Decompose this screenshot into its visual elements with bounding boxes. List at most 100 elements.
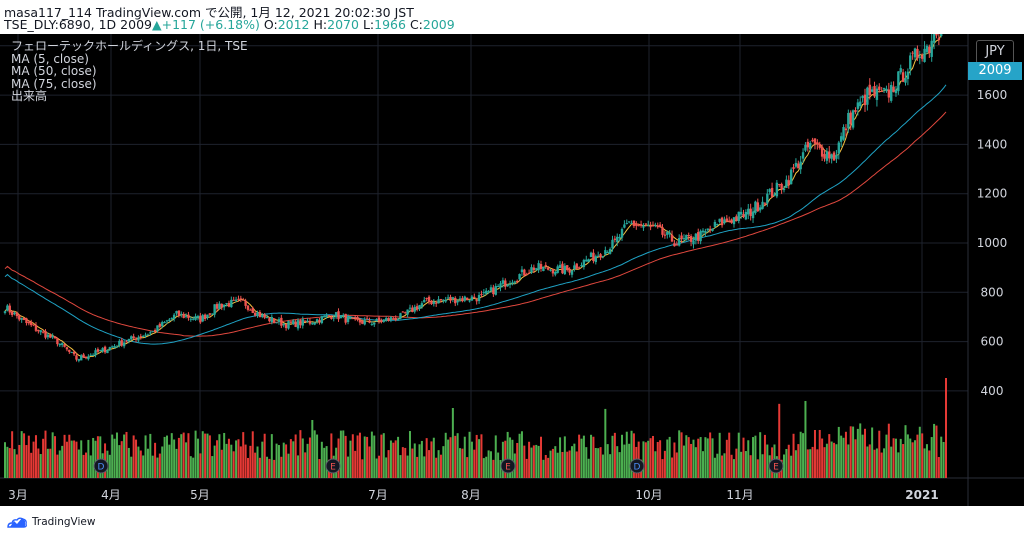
candle-body	[616, 236, 619, 242]
event-marker-dividend[interactable]	[93, 458, 109, 474]
candle-body	[761, 201, 764, 209]
candle-body	[134, 338, 138, 340]
candle-body	[91, 354, 95, 356]
volume-bar	[916, 434, 919, 478]
candle-body	[182, 313, 185, 318]
candle-body	[251, 308, 254, 313]
volume-bar	[208, 435, 211, 478]
time-tick-label: 2021	[905, 488, 938, 502]
ma50-line	[4, 84, 947, 345]
volume-bar	[294, 434, 297, 478]
event-marker-earnings[interactable]	[500, 458, 516, 474]
volume-bar	[756, 459, 759, 478]
volume-bar	[883, 448, 886, 478]
candle-body	[75, 355, 78, 360]
candle-body	[787, 180, 790, 185]
volume-bar	[480, 434, 483, 478]
candle-body	[677, 238, 681, 246]
volume-bar	[699, 437, 702, 478]
volume-bar	[821, 438, 824, 478]
candle-body	[835, 154, 838, 159]
tradingview-logo[interactable]: TradingView	[6, 515, 95, 529]
candle-body	[749, 208, 752, 217]
candle-body	[492, 287, 495, 295]
candle-body	[625, 223, 628, 225]
candle-body	[701, 230, 705, 233]
event-marker-earnings[interactable]	[768, 458, 784, 474]
volume-bar	[285, 444, 288, 478]
legend-ma5: MA (5, close)	[11, 51, 89, 66]
candle-body	[704, 230, 707, 233]
candle-body	[41, 331, 45, 333]
candle-body	[499, 283, 502, 288]
volume-bar	[835, 444, 838, 478]
candle-body	[885, 88, 888, 92]
volume-bar	[411, 448, 414, 478]
volume-bar	[651, 435, 654, 478]
candle-body	[463, 296, 466, 301]
volume-bar	[42, 438, 45, 478]
candle-body	[37, 329, 40, 332]
candle-body	[685, 234, 688, 240]
candle-body	[332, 317, 335, 319]
candle-body	[458, 298, 462, 300]
volume-bar	[161, 446, 164, 478]
candle-body	[937, 38, 941, 41]
candle-body	[692, 240, 695, 245]
candle-body	[39, 330, 42, 333]
candle-body	[706, 228, 709, 231]
candle-body	[220, 303, 223, 308]
volume-bar	[749, 455, 752, 478]
candle-body	[99, 350, 102, 352]
candle-body	[363, 320, 366, 325]
volume-bar	[263, 433, 266, 478]
candle-body	[411, 307, 414, 312]
candle-body	[108, 347, 112, 350]
candle-body	[668, 233, 671, 235]
volume-bar	[711, 438, 714, 478]
candle-body	[318, 319, 321, 323]
candle-body	[549, 269, 552, 271]
volume-bar	[230, 444, 233, 478]
event-marker-dividend[interactable]	[629, 458, 645, 474]
price-chart[interactable]: DEEDE180016001400120010008006004003月4月5月…	[0, 34, 1024, 506]
currency-button[interactable]: JPY	[976, 40, 1014, 64]
candle-body	[446, 297, 450, 299]
volume-bar	[432, 437, 435, 478]
volume-bar	[933, 423, 936, 478]
volume-bar	[132, 435, 135, 478]
candle-body	[656, 225, 659, 228]
volume-bar	[342, 430, 345, 478]
volume-bar	[713, 457, 716, 478]
volume-bar	[306, 443, 309, 478]
candle-body	[227, 303, 231, 307]
candle-body	[670, 234, 674, 242]
candle-body	[313, 322, 316, 325]
candle-body	[249, 309, 252, 311]
candle-body	[932, 34, 936, 43]
candle-body	[525, 274, 528, 276]
candle-body	[230, 299, 233, 308]
candle-body	[311, 323, 314, 325]
volume-bar	[559, 437, 562, 478]
chart-legend: フェローテックホールディングス, 1日, TSE MA (5, close) M…	[11, 40, 248, 103]
volume-bar	[435, 457, 438, 478]
candle-body	[789, 169, 793, 185]
volume-bar	[721, 455, 724, 478]
candle-body	[401, 311, 405, 313]
candle-body	[256, 312, 259, 317]
candle-body	[65, 347, 69, 350]
event-marker-earnings[interactable]	[325, 458, 341, 474]
candle-body	[365, 318, 369, 320]
candle-body	[604, 250, 607, 255]
volume-bar	[837, 426, 840, 478]
volume-bar	[611, 435, 614, 478]
candle-body	[213, 304, 216, 315]
candle-body	[27, 322, 31, 324]
volume-bar	[84, 452, 87, 478]
candle-body	[806, 141, 810, 148]
candle-body	[10, 311, 14, 315]
candle-body	[201, 315, 204, 322]
candle-body	[425, 298, 428, 300]
candle-body	[96, 349, 100, 352]
